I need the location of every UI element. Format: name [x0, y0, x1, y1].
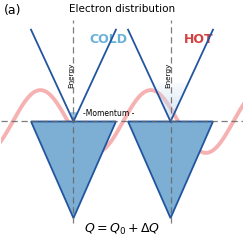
Polygon shape — [165, 110, 176, 111]
Polygon shape — [157, 92, 184, 93]
Polygon shape — [165, 109, 176, 110]
Polygon shape — [153, 84, 188, 86]
Polygon shape — [154, 86, 187, 87]
Text: (a): (a) — [4, 4, 22, 17]
Polygon shape — [162, 102, 179, 104]
Polygon shape — [159, 97, 182, 98]
Polygon shape — [168, 116, 173, 118]
Polygon shape — [168, 115, 173, 116]
Text: -Momentum -: -Momentum - — [83, 109, 134, 118]
Polygon shape — [170, 120, 171, 122]
Text: HOT: HOT — [184, 33, 214, 46]
Polygon shape — [158, 95, 183, 96]
Polygon shape — [169, 118, 172, 119]
Polygon shape — [167, 114, 174, 115]
Polygon shape — [161, 101, 180, 102]
Polygon shape — [166, 113, 175, 114]
Polygon shape — [160, 98, 181, 100]
Polygon shape — [69, 112, 78, 122]
Polygon shape — [160, 100, 181, 101]
Polygon shape — [163, 106, 178, 107]
Polygon shape — [164, 107, 177, 109]
Polygon shape — [128, 122, 213, 218]
Text: Energy: Energy — [68, 63, 74, 88]
Polygon shape — [156, 89, 185, 91]
Polygon shape — [157, 93, 183, 95]
Polygon shape — [155, 88, 186, 89]
Polygon shape — [162, 104, 179, 105]
Text: Energy: Energy — [165, 63, 171, 88]
Text: $Q = Q_0 + \Delta Q$: $Q = Q_0 + \Delta Q$ — [84, 222, 160, 237]
Polygon shape — [156, 91, 185, 92]
Polygon shape — [153, 83, 188, 84]
Text: COLD: COLD — [89, 33, 127, 46]
Polygon shape — [154, 87, 187, 88]
Polygon shape — [31, 122, 116, 218]
Polygon shape — [163, 105, 178, 106]
Text: Electron distribution: Electron distribution — [69, 4, 175, 14]
Polygon shape — [169, 119, 172, 120]
Polygon shape — [159, 96, 183, 97]
Polygon shape — [166, 111, 175, 113]
